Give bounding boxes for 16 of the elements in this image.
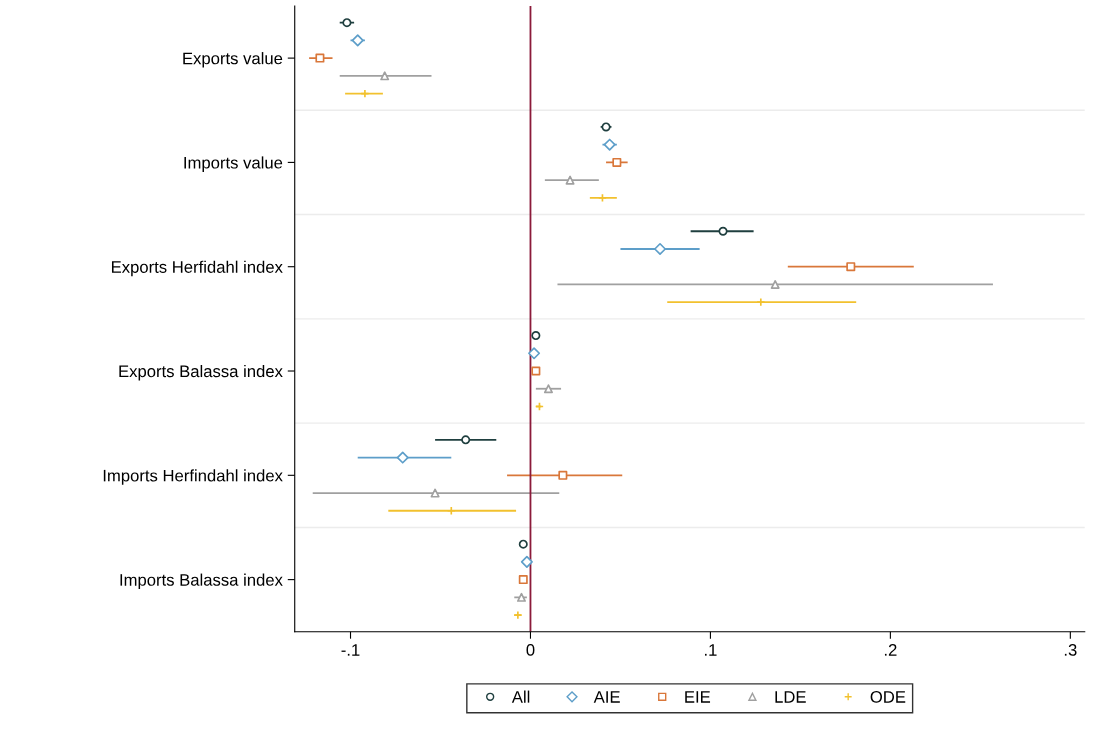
legend-label: LDE	[775, 691, 806, 703]
y-tick-label: Imports Herfindahl index	[103, 469, 283, 485]
legend-label: AIE	[593, 691, 620, 703]
x-tick-label: 0	[526, 644, 535, 656]
y-tick-label: Exports value	[183, 52, 283, 68]
y-tick-label: Exports Balassa index	[119, 364, 283, 381]
y-tick-label: Imports Balassa index	[120, 573, 283, 590]
x-tick-label: .3	[1064, 644, 1077, 656]
x-tick-label: .1	[705, 644, 717, 656]
x-tick-label: -.1	[341, 644, 360, 656]
legend-label: ODE	[870, 691, 906, 703]
y-tick-label: Exports Herfidahl index	[111, 260, 283, 277]
y-tick-label: Imports value	[184, 156, 283, 172]
legend-label: EIE	[685, 691, 711, 703]
legend-label: All	[511, 690, 530, 703]
x-tick-label: .2	[884, 644, 897, 656]
